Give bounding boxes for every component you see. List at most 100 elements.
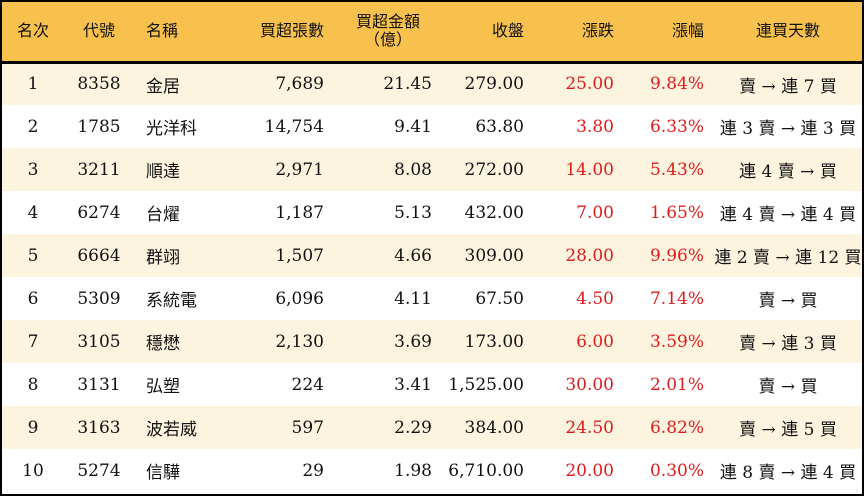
cell-close: 6,710.00 [448, 460, 524, 481]
header-change: 漲跌 [534, 2, 624, 64]
cell-code: 5309 [77, 288, 121, 309]
cell-change: 3.80 [576, 116, 614, 137]
cell-lots: 7,689 [275, 74, 324, 95]
cell-streak: 連 4 賣 → 買 [739, 162, 837, 182]
cell-amount: 4.11 [394, 288, 432, 309]
table-row: 1 8358 金居 7,689 21.45 279.00 25.00 9.84%… [2, 62, 862, 105]
cell-streak: 連 2 賣 → 連 12 買 [714, 248, 862, 268]
cell-close: 279.00 [464, 74, 524, 95]
header-name: 名稱 [134, 2, 228, 64]
cell-amount: 3.69 [394, 331, 432, 352]
cell-change: 28.00 [565, 245, 614, 266]
cell-streak: 連 8 賣 → 連 4 買 [719, 463, 857, 483]
cell-change: 14.00 [565, 159, 614, 180]
cell-change-pct: 6.82% [649, 417, 704, 438]
cell-code: 3131 [77, 374, 121, 395]
cell-name: 系統電 [146, 291, 197, 311]
table-row: 9 3163 波若威 597 2.29 384.00 24.50 6.82% 賣… [2, 406, 862, 449]
cell-name: 台燿 [146, 205, 180, 225]
cell-name: 金居 [146, 76, 180, 97]
cell-amount: 2.29 [394, 417, 432, 438]
table-row: 8 3131 弘塑 224 3.41 1,525.00 30.00 2.01% … [2, 363, 862, 406]
cell-change: 4.50 [576, 288, 614, 309]
cell-close: 63.80 [475, 116, 524, 137]
cell-rank: 7 [27, 331, 39, 352]
cell-rank: 9 [27, 417, 39, 438]
cell-lots: 29 [302, 460, 324, 481]
cell-lots: 1,187 [275, 202, 324, 223]
cell-amount: 9.41 [394, 116, 432, 137]
header-code: 代號 [64, 2, 134, 64]
cell-close: 272.00 [464, 159, 524, 180]
cell-code: 3163 [77, 417, 121, 438]
cell-rank: 4 [27, 202, 39, 223]
cell-rank: 1 [27, 74, 39, 95]
cell-lots: 14,754 [264, 116, 324, 137]
cell-amount: 21.45 [383, 74, 432, 95]
cell-rank: 3 [27, 159, 39, 180]
cell-close: 1,525.00 [448, 374, 524, 395]
cell-streak: 連 3 賣 → 連 3 買 [719, 119, 857, 139]
cell-code: 5274 [77, 460, 121, 481]
cell-lots: 2,971 [275, 159, 324, 180]
header-net-buy-amount-line1: 買超金額 [355, 12, 420, 32]
cell-lots: 2,130 [275, 331, 324, 352]
cell-rank: 8 [27, 374, 39, 395]
cell-change-pct: 3.59% [649, 331, 704, 352]
cell-change-pct: 6.33% [649, 116, 704, 137]
cell-name: 光洋科 [146, 119, 197, 139]
cell-change-pct: 9.96% [649, 245, 704, 266]
cell-name: 順達 [146, 162, 180, 182]
cell-name: 群翊 [146, 248, 180, 268]
cell-streak: 賣 → 連 7 買 [739, 76, 837, 97]
cell-code: 6274 [77, 202, 121, 223]
header-close: 收盤 [442, 2, 534, 64]
cell-rank: 5 [27, 245, 39, 266]
cell-amount: 8.08 [394, 159, 432, 180]
cell-code: 6664 [77, 245, 121, 266]
table-row: 2 1785 光洋科 14,754 9.41 63.80 3.80 6.33% … [2, 105, 862, 148]
header-rank: 名次 [2, 2, 64, 64]
cell-change-pct: 7.14% [649, 288, 704, 309]
cell-lots: 6,096 [275, 288, 324, 309]
cell-streak: 連 4 賣 → 連 4 買 [719, 205, 857, 225]
header-net-buy-amount: 買超金額 （億） [334, 2, 442, 64]
table-row: 5 6664 群翊 1,507 4.66 309.00 28.00 9.96% … [2, 234, 862, 277]
cell-lots: 224 [291, 374, 324, 395]
cell-name: 穩懋 [146, 334, 180, 354]
cell-lots: 1,507 [275, 245, 324, 266]
cell-change: 24.50 [565, 417, 614, 438]
table-row: 4 6274 台燿 1,187 5.13 432.00 7.00 1.65% 連… [2, 191, 862, 234]
cell-close: 432.00 [464, 202, 524, 223]
cell-code: 3211 [77, 159, 121, 180]
cell-close: 309.00 [464, 245, 524, 266]
cell-change: 25.00 [565, 74, 614, 95]
cell-streak: 賣 → 連 5 買 [739, 420, 837, 440]
cell-rank: 2 [27, 116, 39, 137]
cell-code: 3105 [77, 331, 121, 352]
cell-change: 20.00 [565, 460, 614, 481]
table-row: 7 3105 穩懋 2,130 3.69 173.00 6.00 3.59% 賣… [2, 320, 862, 363]
cell-change: 7.00 [576, 202, 614, 223]
cell-name: 波若威 [146, 420, 197, 440]
table-row: 3 3211 順達 2,971 8.08 272.00 14.00 5.43% … [2, 148, 862, 191]
cell-close: 384.00 [464, 417, 524, 438]
cell-name: 信驊 [146, 463, 180, 483]
cell-rank: 10 [22, 460, 44, 481]
header-net-buy-amount-line2: （億） [363, 30, 412, 50]
cell-change: 30.00 [565, 374, 614, 395]
cell-streak: 賣 → 買 [758, 377, 818, 397]
header-change-pct: 漲幅 [624, 2, 714, 64]
cell-streak: 賣 → 買 [758, 291, 818, 311]
table-row: 10 5274 信驊 29 1.98 6,710.00 20.00 0.30% … [2, 449, 862, 492]
cell-close: 173.00 [464, 331, 524, 352]
cell-close: 67.50 [475, 288, 524, 309]
cell-rank: 6 [27, 288, 39, 309]
header-net-buy-lots: 買超張數 [228, 2, 334, 64]
cell-change-pct: 5.43% [649, 159, 704, 180]
table-header-row: 名次 代號 名稱 買超張數 買超金額 （億） 收盤 漲跌 漲幅 連買天數 [2, 2, 862, 64]
cell-code: 1785 [77, 116, 121, 137]
cell-amount: 1.98 [394, 460, 432, 481]
